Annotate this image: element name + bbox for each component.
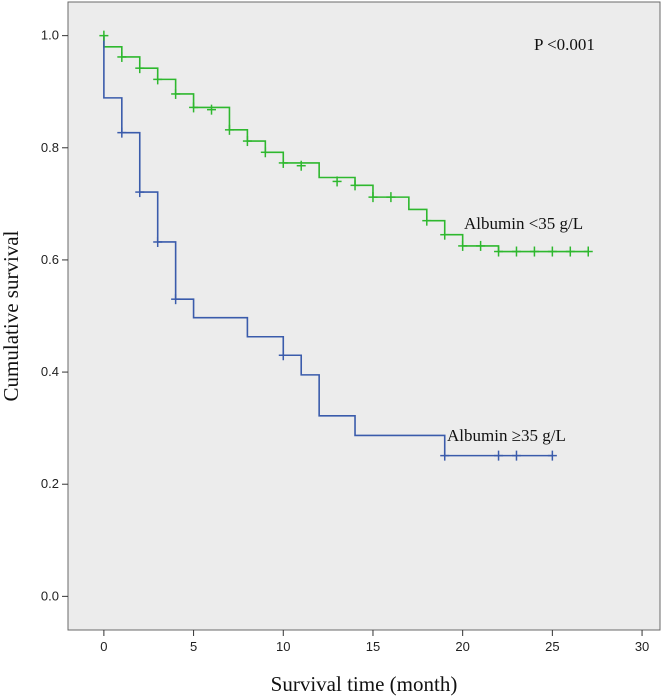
- y-axis: 0.0 0.2 0.4 0.6 0.8 1.0: [41, 28, 68, 603]
- survival-curve-albumin-high: [103, 35, 553, 457]
- series-label-albumin-low: Albumin <35 g/L: [464, 214, 583, 233]
- y-axis-title: Cumulative survival: [0, 230, 23, 401]
- y-tick-label: 0.2: [41, 476, 59, 491]
- y-tick-label: 0.8: [41, 140, 59, 155]
- censor-layer: [99, 30, 593, 461]
- y-tick-label: 0.0: [41, 588, 59, 603]
- y-tick-label: 1.0: [41, 28, 59, 43]
- y-tick-label: 0.6: [41, 252, 59, 267]
- x-tick-label: 5: [190, 639, 197, 654]
- plot-area-background: [67, 1, 661, 631]
- x-tick-label: 0: [100, 639, 107, 654]
- x-tick-label: 15: [366, 639, 380, 654]
- x-axis: 0 5 10 15 20 25 30: [100, 630, 649, 654]
- y-tick-label: 0.4: [41, 364, 59, 379]
- x-tick-label: 25: [545, 639, 559, 654]
- x-tick-label: 20: [455, 639, 469, 654]
- survival-curve-albumin-low: [103, 35, 589, 253]
- x-axis-title: Survival time (month): [271, 672, 458, 696]
- series-label-albumin-high: Albumin ≥35 g/L: [447, 426, 566, 445]
- p-value-annotation: P <0.001: [534, 35, 595, 54]
- series-layer: [103, 35, 589, 457]
- x-tick-label: 10: [276, 639, 290, 654]
- x-tick-label: 30: [635, 639, 649, 654]
